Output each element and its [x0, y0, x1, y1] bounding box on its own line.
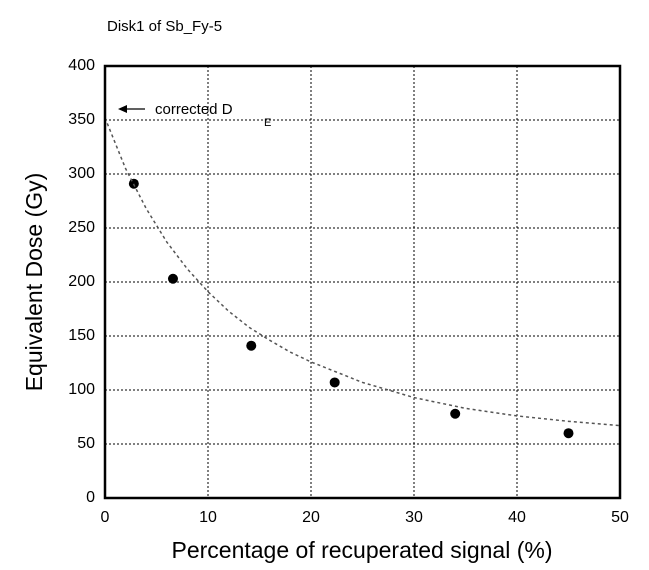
x-tick-label: 10: [199, 509, 217, 526]
grid: 0 10 20 30 40 50 0 50 100 150 200 250 300 350 400: [68, 57, 629, 526]
data-point: [450, 408, 461, 419]
y-tick-label: 250: [68, 219, 95, 236]
y-tick-label: 150: [68, 327, 95, 344]
x-axis-label: Percentage of recuperated signal (%): [172, 537, 553, 563]
x-tick-label: 0: [101, 509, 110, 526]
annotation-arrowhead: [118, 105, 127, 113]
plot-frame: [103, 64, 622, 500]
x-tick-label: 50: [611, 509, 629, 526]
x-tick-label: 30: [405, 509, 423, 526]
data-point: [167, 273, 178, 284]
data-point: [329, 377, 340, 388]
x-tick-label: 40: [508, 509, 526, 526]
y-tick-label: 350: [68, 111, 95, 128]
data-point: [563, 428, 574, 439]
y-tick-label: 400: [68, 57, 95, 74]
chart-title: Disk1 of Sb_Fy-5: [107, 18, 222, 35]
data-point: [246, 340, 257, 351]
annotation: corrected D: [155, 101, 233, 118]
y-tick-label: 200: [68, 273, 95, 290]
annotation-subscript: E: [264, 117, 271, 129]
y-axis-label: Equivalent Dose (Gy): [21, 173, 47, 392]
y-tick-label: 300: [68, 165, 95, 182]
y-tick-label: 50: [77, 435, 95, 452]
y-tick-label: 100: [68, 381, 95, 398]
fit-curve: [104, 117, 621, 427]
x-tick-label: 20: [302, 509, 320, 526]
y-tick-label: 0: [86, 489, 95, 506]
marks: [104, 117, 621, 439]
data-point: [128, 178, 139, 189]
